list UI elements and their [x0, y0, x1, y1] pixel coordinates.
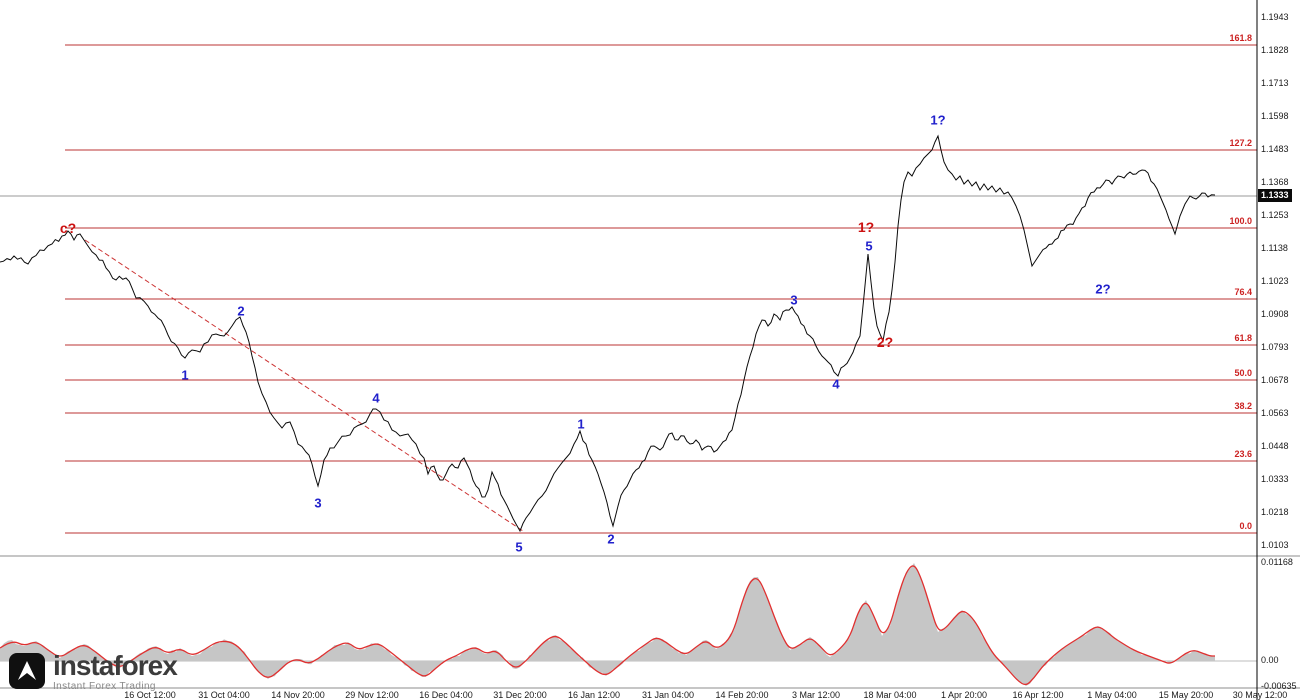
logo-tagline: Instant Forex Trading [53, 681, 156, 693]
wave-label-2q: 2? [1095, 281, 1111, 297]
wave-label-4: 4 [372, 390, 380, 406]
time-axis-label: 14 Nov 20:00 [271, 690, 325, 700]
oscillator-axis-label: 0.00 [1261, 655, 1279, 665]
oscillator-line [0, 565, 1215, 686]
wave-label-2: 2 [607, 531, 615, 547]
fib-level-label: 127.2 [1229, 138, 1252, 148]
wave-label-2q: 2? [876, 334, 894, 350]
price-axis-label: 1.1483 [1261, 144, 1289, 154]
price-axis-label: 1.1368 [1261, 177, 1289, 187]
time-axis-label: 15 May 20:00 [1158, 690, 1214, 700]
logo-wordmark: instaforex [53, 650, 178, 681]
wave-label-5: 5 [865, 238, 873, 254]
fib-level-label: 161.8 [1229, 33, 1252, 43]
price-axis-label: 1.1943 [1261, 12, 1289, 22]
instaforex-logo: instaforex Instant Forex Trading [8, 650, 178, 693]
oscillator-area [0, 563, 1215, 686]
price-line [0, 134, 1216, 533]
price-axis-label: 1.0908 [1261, 309, 1289, 319]
price-axis-label: 1.1713 [1261, 78, 1289, 88]
time-axis-label: 16 Apr 12:00 [1012, 690, 1064, 700]
time-axis-label: 16 Jan 12:00 [567, 690, 621, 700]
time-axis-label: 18 Mar 04:00 [863, 690, 917, 700]
wave-label-5: 5 [515, 539, 523, 555]
price-axis-label: 1.0103 [1261, 540, 1289, 550]
instaforex-arrow-icon [9, 653, 45, 689]
wave-label-1: 1 [181, 367, 189, 383]
price-axis-label: 1.1138 [1261, 243, 1288, 253]
time-axis-label: 1 May 04:00 [1087, 690, 1137, 700]
price-axis-label: 1.1253 [1261, 210, 1289, 220]
fib-level-label: 50.0 [1234, 368, 1252, 378]
wave-label-1q: 1? [857, 219, 875, 235]
price-axis-label: 1.0793 [1261, 342, 1289, 352]
time-axis-label: 29 Nov 12:00 [345, 690, 399, 700]
price-axis-label: 1.0678 [1261, 375, 1289, 385]
time-axis-label: 3 Mar 12:00 [791, 690, 841, 700]
price-axis-label: 1.0333 [1261, 474, 1289, 484]
fib-level-label: 0.0 [1239, 521, 1252, 531]
time-axis-label: 1 Apr 20:00 [940, 690, 988, 700]
price-axis-label: 1.1828 [1261, 45, 1289, 55]
price-axis-label: 1.0448 [1261, 441, 1289, 451]
logo-text: instaforex Instant Forex Trading [53, 650, 178, 693]
fib-level-label: 23.6 [1234, 449, 1252, 459]
time-axis-label: 31 Oct 04:00 [198, 690, 250, 700]
time-axis-label: 14 Feb 20:00 [715, 690, 769, 700]
oscillator-axis-label: -0.00635 [1261, 681, 1297, 691]
wave-label-cq: c? [59, 220, 77, 236]
wave-label-1: 1 [577, 416, 585, 432]
wave-label-1q: 1? [930, 112, 946, 128]
wave-label-3: 3 [314, 495, 322, 511]
time-axis-label: 16 Oct 12:00 [124, 690, 176, 700]
wave-label-4: 4 [832, 376, 840, 392]
wave-label-3: 3 [790, 292, 798, 308]
fib-level-label: 76.4 [1234, 287, 1252, 297]
fib-level-label: 61.8 [1234, 333, 1252, 343]
fib-level-label: 38.2 [1234, 401, 1252, 411]
current-price-value: 1.1333 [1261, 190, 1289, 200]
fib-level-label: 100.0 [1229, 216, 1252, 226]
price-axis-label: 1.1023 [1261, 276, 1289, 286]
time-axis-label: 16 Dec 04:00 [419, 690, 473, 700]
price-axis-label: 1.1598 [1261, 111, 1289, 121]
time-axis-label: 31 Jan 04:00 [641, 690, 695, 700]
price-axis-label: 1.0563 [1261, 408, 1289, 418]
time-axis-label: 31 Dec 20:00 [493, 690, 547, 700]
current-price-tag: 1.1333 [1258, 189, 1292, 202]
oscillator-axis-label: 0.01168 [1261, 557, 1293, 567]
wave-label-2: 2 [237, 303, 245, 319]
price-axis-label: 1.0218 [1261, 507, 1289, 517]
time-axis-label: 30 May 12:00 [1232, 690, 1288, 700]
descending-trendline [84, 239, 524, 532]
